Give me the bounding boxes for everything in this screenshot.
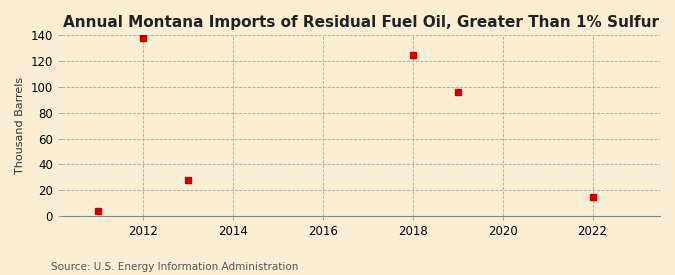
- Y-axis label: Thousand Barrels: Thousand Barrels: [15, 77, 25, 174]
- Title: Annual Montana Imports of Residual Fuel Oil, Greater Than 1% Sulfur: Annual Montana Imports of Residual Fuel …: [63, 15, 659, 30]
- Text: Source: U.S. Energy Information Administration: Source: U.S. Energy Information Administ…: [51, 262, 298, 272]
